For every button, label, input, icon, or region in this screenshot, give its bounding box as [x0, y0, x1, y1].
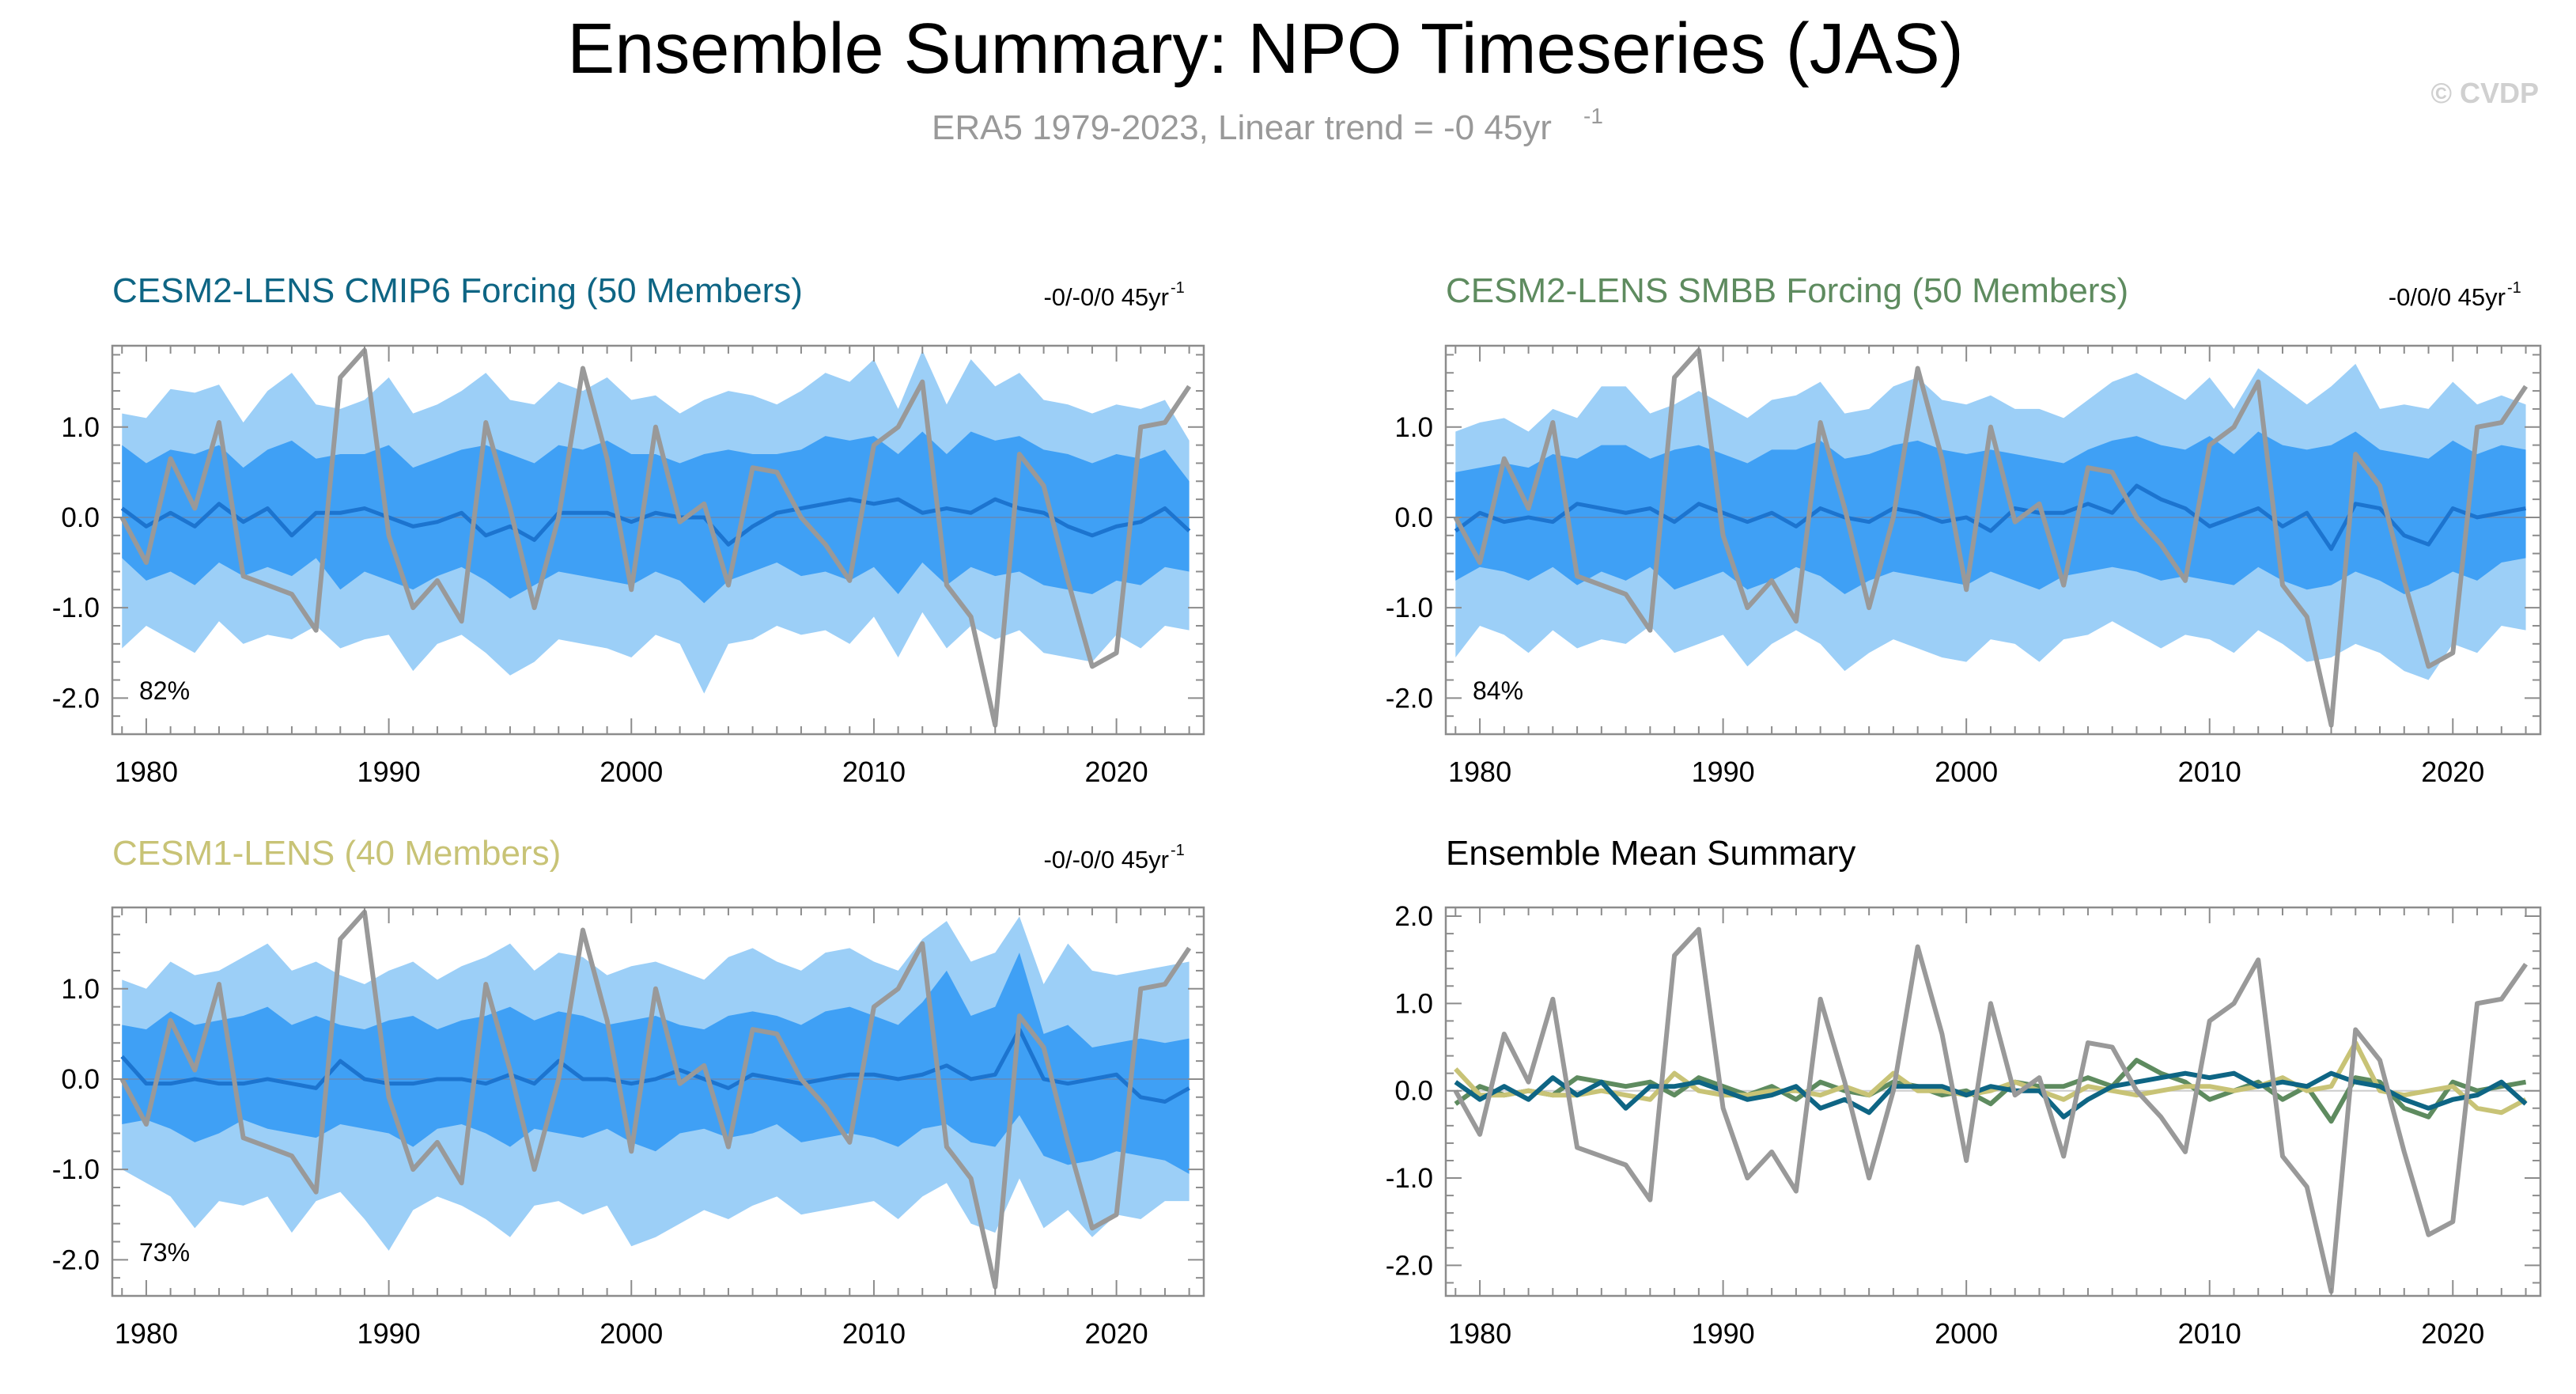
x-tick-label: 1980 [115, 756, 178, 788]
x-tick-label: 2000 [1935, 756, 1998, 788]
ensemble-mean-line [120, 1027, 1190, 1104]
panel-title: CESM2-LENS CMIP6 Forcing (50 Members) [112, 271, 803, 310]
x-tick-label: 1980 [1448, 1317, 1511, 1350]
y-tick-label: 0.0 [1394, 502, 1433, 533]
x-tick-label: 2010 [842, 1317, 906, 1350]
x-tick-label: 1990 [1692, 1317, 1755, 1350]
panel-trend-superscript: -1 [1171, 279, 1185, 297]
panel-ensemble-mean-summary: Ensemble Mean Summary 1980 1990 2000 2010 202… [1386, 834, 2542, 1350]
y-tick-label: -2.0 [52, 683, 100, 714]
x-tick-label: 2000 [600, 756, 663, 788]
plot-frame [1444, 344, 2542, 736]
panel-trend-label: -0/0/0 45yr [2389, 283, 2506, 311]
y-tick-label: -1.0 [52, 593, 100, 623]
figure-title: Ensemble Summary: NPO Timeseries (JAS) [567, 9, 1963, 89]
y-tick-label: 1.0 [1394, 412, 1433, 443]
panel-trend-superscript: -1 [2507, 279, 2521, 297]
plot-frame [1444, 906, 2542, 1297]
plot-frame [111, 906, 1205, 1297]
panel-title: Ensemble Mean Summary [1446, 834, 1855, 873]
era5-observed-line [1453, 347, 2529, 728]
era5-observed-line [119, 347, 1192, 728]
y-tick-label: -1.0 [1386, 593, 1433, 623]
x-tick-label: 1980 [1448, 756, 1511, 788]
y-tick-label: -1.0 [1386, 1163, 1433, 1194]
y-tick-label: 0.0 [61, 1064, 100, 1095]
panel-trend-label: -0/-0/0 45yr [1043, 846, 1169, 873]
y-tick-label: -1.0 [52, 1154, 100, 1185]
panel-title: CESM1-LENS (40 Members) [112, 834, 561, 873]
y-tick-label: -2.0 [1386, 683, 1433, 714]
ensemble-spread-inner-band [1455, 431, 2526, 595]
y-tick-label: -2.0 [52, 1244, 100, 1275]
x-tick-label: 2020 [1085, 756, 1148, 788]
x-tick-label: 2010 [2178, 756, 2241, 788]
percent-within-spread: 73% [139, 1238, 190, 1267]
figure-subtitle: ERA5 1979-2023, Linear trend = -0 45yr [932, 108, 1552, 147]
x-tick-label: 1980 [115, 1317, 178, 1350]
x-tick-label: 2010 [842, 756, 906, 788]
y-tick-label: 1.0 [61, 974, 100, 1005]
series-line-cesm1-lens [1454, 1040, 2527, 1116]
plot-frame [111, 344, 1205, 736]
panel-trend-label: -0/-0/0 45yr [1043, 283, 1169, 311]
y-tick-label: 1.0 [1394, 988, 1433, 1019]
x-tick-label: 1990 [357, 756, 421, 788]
plot-area [1446, 926, 2540, 1294]
x-tick-label: 2010 [2178, 1317, 2241, 1350]
x-tick-label: 2020 [2421, 1317, 2484, 1350]
x-tick-label: 2020 [2421, 756, 2484, 788]
percent-within-spread: 84% [1473, 676, 1523, 705]
panel-cesm2-cmip6: CESM2-LENS CMIP6 Forcing (50 Members) -0/… [52, 271, 1205, 788]
cvdp-watermark: © CVDP [2430, 77, 2539, 109]
x-tick-label: 2000 [600, 1317, 663, 1350]
percent-within-spread: 82% [139, 676, 190, 705]
ensemble-spread-inner-band [122, 953, 1190, 1174]
x-tick-label: 1990 [1692, 756, 1755, 788]
panel-title: CESM2-LENS SMBB Forcing (50 Members) [1446, 271, 2128, 310]
y-tick-label: 0.0 [61, 502, 100, 533]
x-tick-label: 2000 [1935, 1317, 1998, 1350]
figure-subtitle-superscript: -1 [1583, 104, 1603, 128]
series-line-cesm2-lens-cmip6-forcing [1454, 1070, 2528, 1119]
y-tick-label: -2.0 [1386, 1250, 1433, 1281]
ensemble-mean-line [120, 497, 1191, 547]
panel-cesm2-smbb: CESM2-LENS SMBB Forcing (50 Members) -0/0… [1386, 271, 2542, 788]
plot-area [1446, 347, 2540, 728]
series-line-era5 [1453, 926, 2529, 1294]
panel-cesm1: CESM1-LENS (40 Members) -0/-0/0 45yr -1 73%… [52, 834, 1205, 1350]
x-tick-label: 1990 [357, 1317, 421, 1350]
plot-area [112, 909, 1204, 1290]
y-tick-label: 1.0 [61, 412, 100, 443]
era5-observed-line [119, 909, 1192, 1290]
y-tick-label: 2.0 [1394, 901, 1433, 932]
y-tick-label: 0.0 [1394, 1076, 1433, 1107]
plot-area [112, 347, 1204, 728]
panel-trend-superscript: -1 [1171, 842, 1185, 859]
x-tick-label: 2020 [1085, 1317, 1148, 1350]
